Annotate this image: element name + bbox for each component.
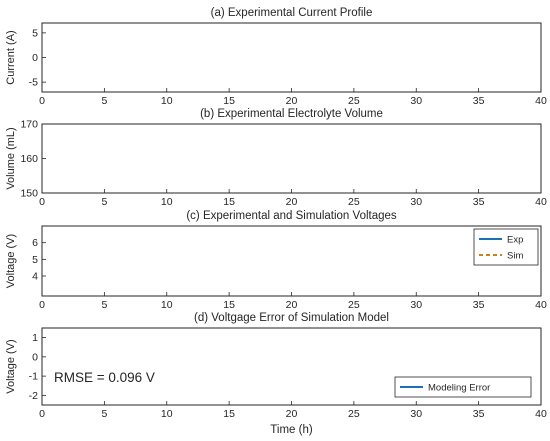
y-axis-label: Voltage (V) [5, 234, 17, 288]
x-tick-label: 0 [39, 196, 45, 208]
x-tick-label: 15 [223, 299, 235, 311]
axes-frame [41, 225, 542, 297]
axes-frame [41, 22, 542, 93]
y-tick-label: -1 [29, 371, 38, 383]
x-tick-label: 25 [348, 408, 360, 420]
y-tick-label: -2 [29, 390, 38, 402]
x-tick-label: 30 [410, 95, 422, 107]
x-tick-label: 5 [101, 408, 107, 420]
x-tick-label: 40 [535, 196, 547, 208]
x-tick-label: 20 [286, 95, 298, 107]
y-tick-label: -5 [29, 77, 38, 89]
legend-label: Sim [507, 251, 523, 262]
x-tick-label: 20 [286, 299, 298, 311]
x-tick-label: 10 [161, 408, 173, 420]
x-tick-label: 5 [101, 196, 107, 208]
x-axis-label: Time (h) [270, 424, 313, 436]
x-tick-label: 40 [535, 299, 547, 311]
chart-title: (a) Experimental Current Profile [211, 7, 373, 19]
y-tick-label: 0 [32, 351, 38, 363]
x-tick-label: 10 [161, 299, 173, 311]
x-tick-label: 25 [348, 196, 360, 208]
x-tick-label: 15 [223, 95, 235, 107]
x-tick-label: 35 [473, 408, 485, 420]
y-tick-label: 170 [20, 119, 38, 131]
x-tick-label: 20 [286, 196, 298, 208]
rmse-annotation: RMSE = 0.096 V [54, 370, 155, 385]
x-tick-label: 0 [39, 408, 45, 420]
y-tick-label: 5 [32, 254, 38, 266]
x-tick-label: 5 [101, 95, 107, 107]
panel-b: 0 5 10 15 20 25 30 35 40 170 160 150 (b) Experimenta… [5, 108, 547, 208]
y-axis-label: Voltage (V) [5, 339, 17, 393]
y-tick-label: 4 [32, 271, 38, 283]
x-tick-label: 35 [473, 196, 485, 208]
x-tick-label: 40 [535, 95, 547, 107]
x-tick-label: 15 [223, 408, 235, 420]
x-tick-label: 15 [223, 196, 235, 208]
legend: Exp Sim [473, 228, 539, 266]
y-tick-label: 6 [32, 237, 38, 249]
legend-box [394, 376, 532, 398]
x-tick-label: 35 [473, 299, 485, 311]
panel-c: 0 5 10 15 20 25 30 35 40 6 5 4 (c) Experimental and … [5, 210, 547, 311]
y-tick-label: 5 [32, 27, 38, 39]
x-tick-label: 0 [39, 299, 45, 311]
chart-title: (c) Experimental and Simulation Voltages [186, 210, 397, 222]
x-tick-label: 30 [410, 408, 422, 420]
x-tick-label: 20 [286, 408, 298, 420]
x-tick-label: 25 [348, 95, 360, 107]
y-tick-label: 1 [32, 332, 38, 344]
x-tick-label: 30 [410, 196, 422, 208]
chart-title: (b) Experimental Electrolyte Volume [200, 108, 383, 120]
legend-box [473, 228, 539, 266]
legend-label: Exp [507, 235, 523, 246]
y-axis-label: Current (A) [5, 30, 17, 84]
legend-label: Modeling Error [428, 383, 490, 394]
x-tick-label: 40 [535, 408, 547, 420]
legend: Modeling Error [394, 376, 532, 398]
y-tick-label: 150 [20, 188, 38, 200]
y-axis-label: Volume (mL) [5, 127, 17, 189]
x-tick-label: 30 [410, 299, 422, 311]
x-tick-label: 25 [348, 299, 360, 311]
axes-frame [41, 123, 542, 194]
chart-title: (d) Voltgage Error of Simulation Model [194, 312, 389, 324]
x-tick-label: 10 [161, 196, 173, 208]
x-tick-label: 0 [39, 95, 45, 107]
x-tick-label: 10 [161, 95, 173, 107]
x-tick-label: 35 [473, 95, 485, 107]
y-tick-label: 160 [20, 153, 38, 165]
x-tick-label: 5 [101, 299, 107, 311]
y-tick-label: 0 [32, 52, 38, 64]
